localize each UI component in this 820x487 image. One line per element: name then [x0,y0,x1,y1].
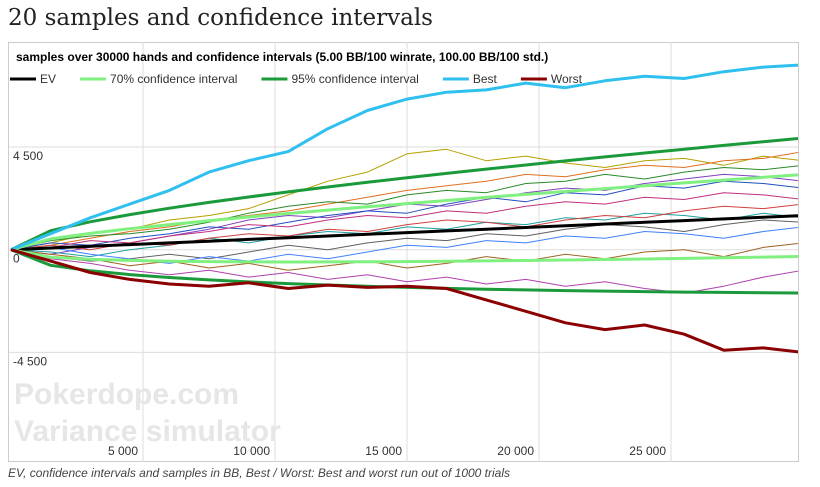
watermark: Variance simulator [14,415,281,448]
series-line [10,63,798,252]
series-line [10,214,798,252]
sample-line [10,219,798,262]
sample-line [10,151,798,251]
sample-line [10,165,798,251]
y-tick-label: -4 500 [13,354,47,368]
caption: EV, confidence intervals and samples in … [8,466,510,480]
legend-label: Best [473,72,498,86]
y-tick-label: 0 [13,252,20,266]
interval-line [10,248,798,264]
legend-label: 95% confidence interval [291,72,418,86]
x-tick-label: 15 000 [365,444,402,458]
sample-line [10,192,798,251]
x-tick-label: 20 000 [497,444,534,458]
x-tick-label: 25 000 [629,444,666,458]
legend-label: Worst [551,72,583,86]
legend-label: 70% confidence interval [110,72,237,86]
interval-line [10,136,798,252]
x-tick-label: 5 000 [108,444,138,458]
sample-line [10,212,798,258]
watermark: Pokerdope.com [14,378,239,411]
sample-line [10,242,798,271]
sample-line [10,180,798,251]
y-tick-label: 4 500 [13,149,43,163]
x-tick-label: 10 000 [233,444,270,458]
series-line [10,248,798,354]
interval-line [10,173,798,252]
chart-title: samples over 30000 hands and confidence … [16,50,548,64]
chart-frame [8,42,799,462]
legend-label: EV [40,72,56,86]
heading: 20 samples and confidence intervals [8,5,433,31]
